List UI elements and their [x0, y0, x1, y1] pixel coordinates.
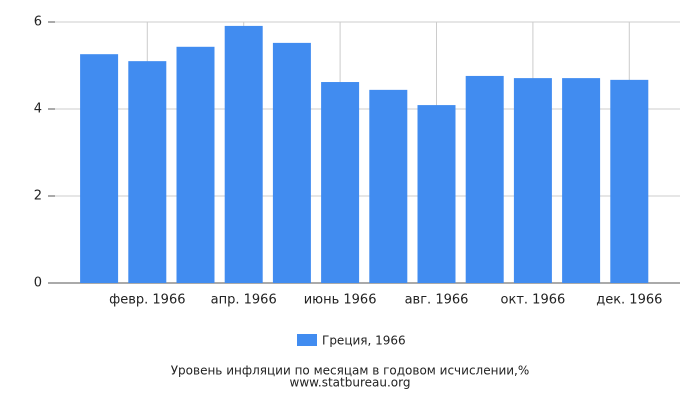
bar — [369, 89, 408, 283]
bar — [224, 25, 263, 283]
x-tick-label: февр. 1966 — [109, 293, 185, 308]
y-tick-label: 6 — [34, 15, 42, 30]
legend-label: Греция, 1966 — [322, 334, 406, 348]
bar — [80, 54, 119, 283]
chart-title: Уровень инфляции по месяцам в годовом ис… — [171, 364, 530, 378]
x-tick-label: июнь 1966 — [304, 293, 377, 308]
y-tick-label: 4 — [34, 102, 42, 117]
bar — [272, 42, 311, 283]
y-tick-label: 2 — [34, 189, 42, 204]
bar — [321, 82, 360, 283]
x-tick-label: апр. 1966 — [211, 293, 277, 308]
bar — [562, 78, 601, 284]
x-tick-label: окт. 1966 — [501, 293, 566, 308]
bar — [610, 79, 649, 283]
y-tick-label: 0 — [34, 276, 42, 291]
bar — [465, 75, 504, 283]
x-tick-label: авг. 1966 — [405, 293, 469, 308]
bar — [513, 78, 552, 284]
legend-swatch — [297, 334, 317, 346]
bar — [176, 46, 215, 283]
bar — [417, 105, 456, 284]
x-tick-label: дек. 1966 — [596, 293, 662, 308]
source: www.statbureau.org — [290, 376, 411, 390]
bar — [128, 61, 167, 284]
